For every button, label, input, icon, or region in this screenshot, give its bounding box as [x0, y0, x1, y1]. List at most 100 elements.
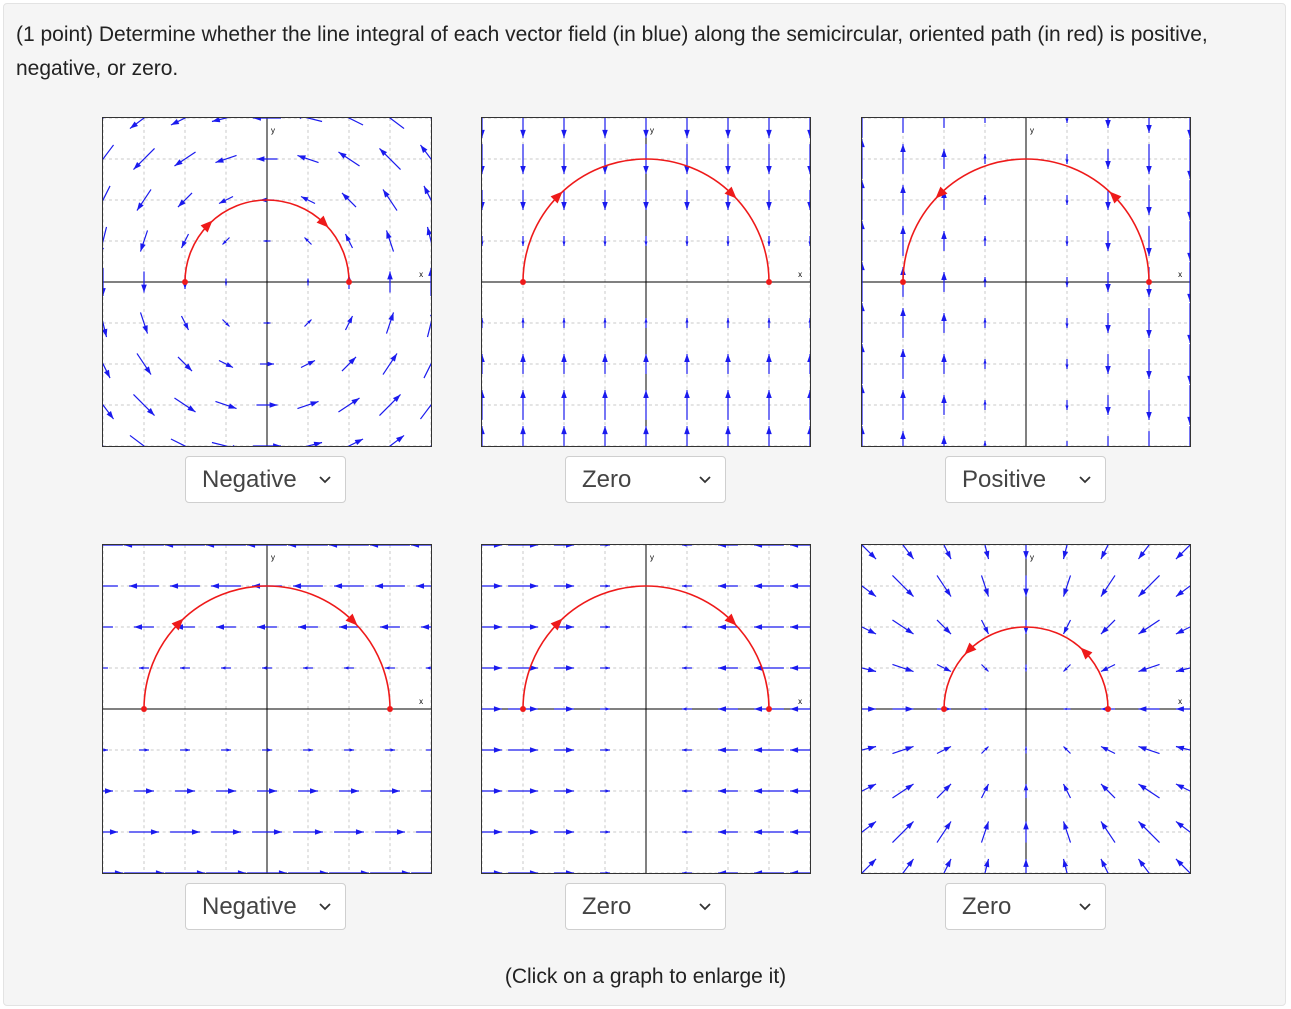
- field-arrowhead: [1065, 159, 1069, 164]
- field-arrowhead: [355, 829, 364, 835]
- field-arrowhead: [141, 284, 147, 293]
- field-arrowhead: [174, 159, 183, 167]
- field-arrowhead: [682, 748, 687, 752]
- field-arrowhead: [1065, 364, 1069, 369]
- field-arrowhead: [900, 144, 906, 153]
- field-arrowhead: [867, 627, 877, 635]
- field-arrowhead: [300, 196, 309, 202]
- chevron-down-icon: [319, 903, 331, 911]
- field-arrowhead: [905, 746, 914, 752]
- field-arrowhead: [643, 426, 649, 435]
- field-arrowhead: [906, 551, 914, 560]
- field-arrowhead: [183, 322, 189, 331]
- field-arrowhead: [1100, 626, 1109, 635]
- field-arrowhead: [145, 788, 154, 794]
- answer-select-1[interactable]: Negative: [185, 456, 346, 503]
- field-arrowhead: [605, 707, 610, 711]
- path-endpoint: [900, 279, 906, 285]
- field-arrowhead: [215, 157, 224, 163]
- field-arrowhead: [520, 201, 526, 210]
- field-arrowhead: [170, 583, 179, 589]
- chevron-down-icon: [699, 903, 711, 911]
- field-arrowhead: [104, 788, 113, 794]
- field-arrowhead: [1063, 783, 1069, 792]
- answer-select-3-value: Positive: [962, 466, 1047, 493]
- field-arrow: [426, 320, 431, 338]
- answer-select-6[interactable]: Zero: [945, 883, 1106, 930]
- field-arrowhead: [380, 624, 389, 630]
- field-arrowhead: [338, 151, 347, 159]
- field-arrowhead: [1146, 206, 1152, 215]
- field-arrowhead: [529, 706, 538, 712]
- field-arrowhead: [943, 666, 952, 672]
- path-direction-arrow: [171, 618, 184, 631]
- field-arrow: [103, 118, 104, 119]
- field-arrowhead: [297, 155, 306, 161]
- field-arrowhead: [605, 748, 610, 752]
- field-arrowhead: [129, 121, 138, 129]
- field-arrowhead: [983, 318, 987, 323]
- field-arrowhead: [177, 199, 186, 208]
- field-arrowhead: [354, 438, 364, 446]
- field-arrow: [419, 404, 431, 420]
- field-arrowhead: [211, 118, 221, 123]
- field-arrowhead: [416, 583, 425, 589]
- field-arrowhead: [682, 707, 687, 711]
- field-arrowhead: [146, 407, 155, 416]
- field-arrowhead: [396, 829, 405, 835]
- field-arrowhead: [983, 277, 987, 282]
- field-arrowhead: [644, 318, 648, 323]
- field-arrowhead: [1063, 588, 1069, 597]
- y-axis-label: y: [271, 553, 275, 562]
- field-arrowhead: [900, 431, 906, 440]
- field-arrowhead: [1138, 588, 1147, 597]
- field-arrowhead: [561, 129, 567, 138]
- field-arrowhead: [900, 226, 906, 235]
- answer-select-5[interactable]: Zero: [565, 883, 726, 930]
- field-arrowhead: [685, 241, 689, 246]
- field-arrowhead: [129, 583, 138, 589]
- field-arrowhead: [103, 748, 108, 752]
- field-arrowhead: [941, 354, 947, 363]
- field-arrowhead: [905, 666, 914, 672]
- field-arrowhead: [382, 189, 390, 198]
- field-arrowhead: [1138, 858, 1146, 867]
- path-direction-arrow: [200, 220, 213, 233]
- field-arrowhead: [228, 403, 237, 409]
- field-arrowhead: [1175, 589, 1184, 597]
- field-arrowhead: [603, 318, 607, 323]
- field-arrowhead: [1138, 821, 1147, 830]
- field-arrowhead: [520, 426, 526, 435]
- field-arrowhead: [605, 625, 610, 629]
- graph-3-plot: xy: [862, 118, 1190, 446]
- field-arrow: [103, 226, 108, 244]
- answer-select-4-value: Negative: [202, 893, 297, 920]
- field-arrowhead: [1100, 666, 1109, 672]
- field-arrowhead: [605, 666, 610, 670]
- field-arrowhead: [983, 154, 987, 159]
- field-arrowhead: [1062, 550, 1069, 560]
- graph-5-plot: xy: [482, 545, 810, 873]
- field-arrowhead: [1175, 666, 1185, 673]
- field-arrowhead: [103, 328, 108, 338]
- field-arrowhead: [134, 624, 143, 630]
- field-arrowhead: [1100, 858, 1108, 868]
- field-arrowhead: [521, 241, 525, 246]
- path-direction-arrow: [964, 642, 977, 655]
- answer-select-4[interactable]: Negative: [185, 883, 346, 930]
- field-arrowhead: [605, 789, 610, 793]
- field-arrow: [347, 118, 364, 126]
- answer-select-3[interactable]: Positive: [945, 456, 1106, 503]
- answer-select-2[interactable]: Zero: [565, 456, 726, 503]
- field-arrowhead: [868, 858, 877, 867]
- field-arrowhead: [142, 325, 148, 334]
- field-arrowhead: [941, 436, 947, 445]
- answer-select-1-value: Negative: [202, 466, 297, 493]
- field-arrowhead: [944, 588, 952, 597]
